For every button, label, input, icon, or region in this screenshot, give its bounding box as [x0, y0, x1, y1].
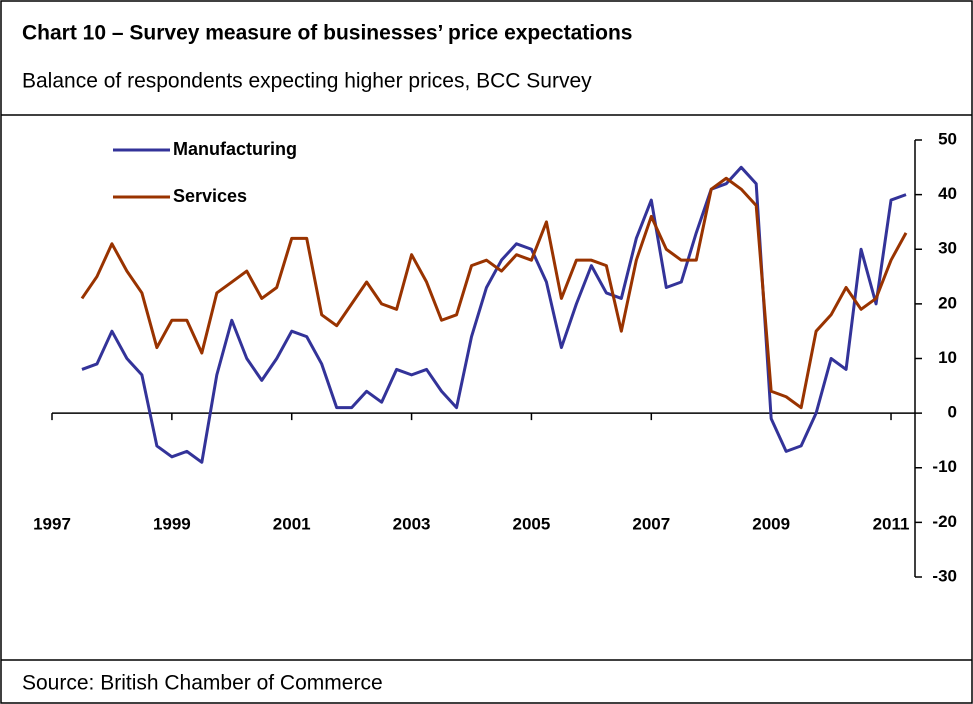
y-tick-label: -10 [932, 457, 957, 476]
y-tick-label: 30 [938, 239, 957, 258]
y-tick-label: 0 [948, 403, 957, 422]
y-tick-label: 50 [938, 129, 957, 148]
chart-title: Chart 10 – Survey measure of businesses’… [22, 22, 632, 45]
x-tick-label: 2007 [632, 514, 670, 533]
source: Source: British Chamber of Commerce [22, 672, 383, 695]
series-line [80, 176, 908, 410]
x-tick-label: 1997 [33, 514, 71, 533]
y-tick-label: -30 [932, 566, 957, 585]
y-tick-label: 20 [938, 293, 957, 312]
x-tick-label: 2001 [273, 514, 311, 533]
series-line [81, 165, 907, 464]
y-tick-label: 10 [938, 348, 957, 367]
x-tick-label: 2005 [513, 514, 551, 533]
x-tick-label: 1999 [153, 514, 191, 533]
legend-label: Services [173, 186, 247, 206]
chart-subtitle: Balance of respondents expecting higher … [22, 70, 592, 93]
y-tick-label: 40 [938, 184, 957, 203]
y-tick-label: -20 [932, 512, 957, 531]
legend-label: Manufacturing [173, 139, 297, 159]
x-tick-label: 2009 [752, 514, 790, 533]
x-tick-label: 2003 [393, 514, 431, 533]
x-tick-label: 2011 [873, 514, 910, 533]
